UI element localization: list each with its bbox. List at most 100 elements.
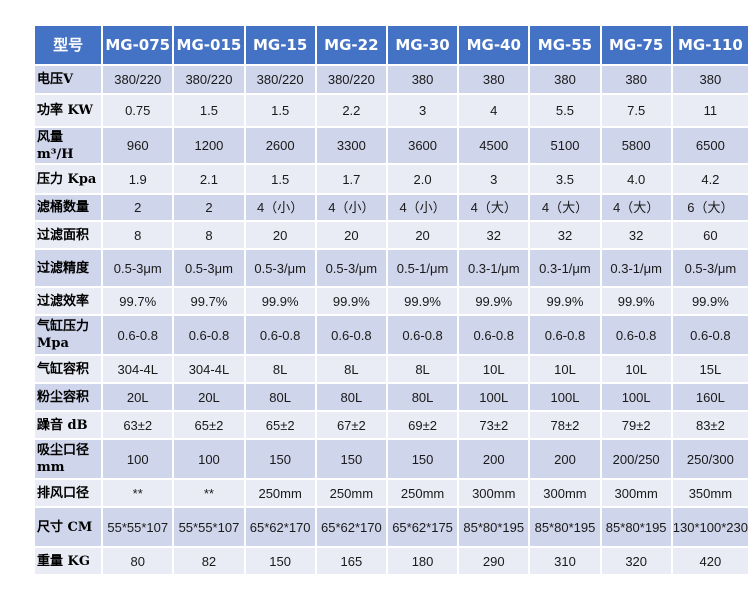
table-cell: 73±2 [459, 412, 529, 438]
table-cell: 5.5 [530, 95, 600, 126]
table-cell: 6500 [672, 128, 748, 163]
table-cell: 250/300 [672, 440, 748, 478]
table-cell: 200 [459, 440, 529, 478]
header-mg-75: MG-75 [601, 26, 671, 64]
table-cell: ** [103, 480, 173, 506]
table-cell: 4（小） [245, 195, 315, 220]
table-cell: 250mm [245, 480, 315, 506]
table-cell: 6（大） [672, 195, 748, 220]
header-mg-30: MG-30 [387, 26, 458, 64]
table-cell: 100 [174, 440, 244, 478]
table-cell: 380 [387, 66, 458, 93]
table-cell: 0.6-0.8 [316, 316, 386, 354]
table-cell: 10L [530, 356, 600, 382]
table-cell: 4（大） [530, 195, 600, 220]
header-mg-55: MG-55 [530, 26, 600, 64]
table-cell: 0.6-0.8 [672, 316, 748, 354]
table-cell: 80L [245, 384, 315, 410]
table-cell: 380/220 [103, 66, 173, 93]
table-cell: 150 [387, 440, 458, 478]
row-label: 重量 KG [35, 548, 102, 574]
table-cell: 0.5-3/μm [672, 250, 748, 286]
table-cell: 2.1 [174, 165, 244, 193]
row-label: 排风口径 [35, 480, 102, 506]
table-cell: 380 [601, 66, 671, 93]
table-row: 电压V 380/220 380/220 380/220 380/220 380 380 380… [35, 66, 748, 93]
table-cell: 130*100*230 [672, 508, 748, 546]
table-cell: 32 [530, 222, 600, 248]
row-label: 过滤效率 [35, 288, 102, 314]
table-cell: 0.3-1/μm [601, 250, 671, 286]
table-cell: 99.9% [530, 288, 600, 314]
table-cell: 78±2 [530, 412, 600, 438]
table-cell: 4（大） [601, 195, 671, 220]
table-cell: ** [174, 480, 244, 506]
row-label: 过滤面积 [35, 222, 102, 248]
table-row: 气缸压力 Mpa 0.6-0.8 0.6-0.8 0.6-0.8 0.6-0.8 0.6-… [35, 316, 748, 354]
table-row: 过滤效率 99.7% 99.7% 99.9% 99.9% 99.9% 99.9% 99.9% 9… [35, 288, 748, 314]
table-cell: 99.9% [387, 288, 458, 314]
table-cell: 100L [601, 384, 671, 410]
table-cell: 20 [316, 222, 386, 248]
header-mg-015: MG-015 [174, 26, 244, 64]
table-cell: 100L [530, 384, 600, 410]
table-cell: 10L [459, 356, 529, 382]
table-cell: 0.6-0.8 [245, 316, 315, 354]
header-mg-22: MG-22 [316, 26, 386, 64]
table-cell: 32 [601, 222, 671, 248]
table-cell: 100 [103, 440, 173, 478]
table-row: 尺寸 CM 55*55*107 55*55*107 65*62*170 65*62*17… [35, 508, 748, 546]
table-cell: 65*62*170 [245, 508, 315, 546]
table-cell: 3.5 [530, 165, 600, 193]
table-cell: 0.6-0.8 [103, 316, 173, 354]
table-cell: 420 [672, 548, 748, 574]
table-cell: 4 [459, 95, 529, 126]
table-cell: 310 [530, 548, 600, 574]
table-cell: 380/220 [174, 66, 244, 93]
row-label: 粉尘容积 [35, 384, 102, 410]
table-cell: 0.6-0.8 [530, 316, 600, 354]
table-cell: 5100 [530, 128, 600, 163]
table-cell: 0.5-3μm [103, 250, 173, 286]
table-cell: 150 [316, 440, 386, 478]
table-cell: 55*55*107 [103, 508, 173, 546]
row-label: 压力 Kpa [35, 165, 102, 193]
table-cell: 99.9% [601, 288, 671, 314]
table-cell: 82 [174, 548, 244, 574]
table-cell: 250mm [316, 480, 386, 506]
table-cell: 85*80*195 [459, 508, 529, 546]
table-cell: 65±2 [174, 412, 244, 438]
header-row: 型号 MG-075 MG-015 MG-15 MG-22 MG-30 MG-40… [35, 26, 748, 64]
table-cell: 99.9% [245, 288, 315, 314]
table-cell: 85*80*195 [530, 508, 600, 546]
table-cell: 100L [459, 384, 529, 410]
table-cell: 1.5 [174, 95, 244, 126]
table-cell: 290 [459, 548, 529, 574]
row-label: 气缸压力 Mpa [35, 316, 102, 354]
table-cell: 7.5 [601, 95, 671, 126]
table-cell: 2.0 [387, 165, 458, 193]
table-cell: 250mm [387, 480, 458, 506]
header-mg-40: MG-40 [459, 26, 529, 64]
table-row: 风量 m³/H 960 1200 2600 3300 3600 4500 5100 5800 65… [35, 128, 748, 163]
table-cell: 380/220 [316, 66, 386, 93]
table-cell: 2600 [245, 128, 315, 163]
table-cell: 160L [672, 384, 748, 410]
table-cell: 3 [459, 165, 529, 193]
row-label: 过滤精度 [35, 250, 102, 286]
table-cell: 10L [601, 356, 671, 382]
header-mg-110: MG-110 [672, 26, 748, 64]
table-cell: 380 [672, 66, 748, 93]
table-cell: 83±2 [672, 412, 748, 438]
table-cell: 3300 [316, 128, 386, 163]
table-cell: 79±2 [601, 412, 671, 438]
table-row: 过滤面积 8 8 20 20 20 32 32 32 60 [35, 222, 748, 248]
table-cell: 0.5-3/μm [245, 250, 315, 286]
table-cell: 1.9 [103, 165, 173, 193]
table-cell: 20 [387, 222, 458, 248]
table-cell: 300mm [530, 480, 600, 506]
table-cell: 8 [103, 222, 173, 248]
table-cell: 0.75 [103, 95, 173, 126]
table-cell: 99.9% [672, 288, 748, 314]
table-cell: 15L [672, 356, 748, 382]
